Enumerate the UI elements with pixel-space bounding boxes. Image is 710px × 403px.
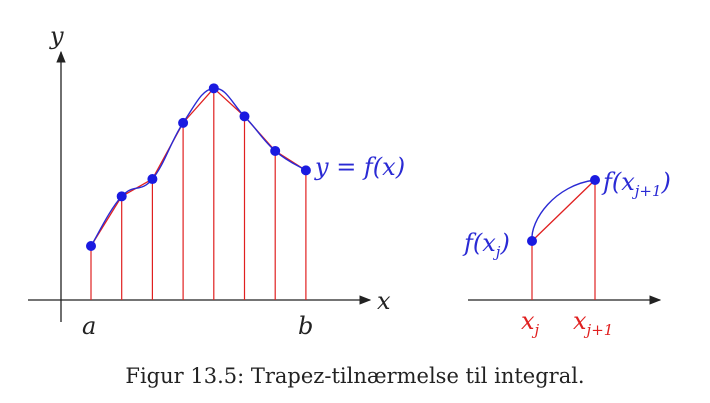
left-node-point (208, 83, 219, 94)
left-node-point (178, 117, 189, 128)
right-plot: f(xj) f(xj+1) xj xj+1 (462, 168, 671, 339)
left-value-label: f(xj) (462, 229, 510, 261)
left-trapezoid-segment (182, 87, 215, 124)
left-trapezoid-segment (213, 87, 245, 117)
x-axis-label: x (377, 287, 391, 315)
right-node-point-right (590, 175, 600, 185)
a-label: a (82, 312, 96, 340)
right-node-label: xj+1 (573, 307, 613, 339)
left-node-label: xj (521, 307, 540, 339)
right-value-label: f(xj+1) (601, 168, 671, 200)
left-function-curve (90, 87, 307, 247)
left-plot: y x a b y = f(x) (28, 22, 405, 340)
left-node-point (270, 145, 281, 156)
left-trapezoid-tops (90, 87, 307, 247)
left-node-point (86, 241, 96, 251)
right-trapezoid-top (531, 179, 596, 242)
y-axis-label: y (49, 22, 64, 50)
left-node-point (239, 111, 250, 122)
left-node-points (86, 83, 311, 251)
figure-caption: Figur 13.5: Trapez-tilnærmelse til integ… (125, 364, 584, 388)
curve-label: y = f(x) (314, 153, 405, 181)
left-node-point (147, 174, 158, 185)
left-node-point (300, 165, 311, 176)
right-function-curve (531, 179, 596, 242)
left-vertical-lines (90, 88, 307, 300)
b-label: b (298, 312, 313, 340)
left-node-point (116, 191, 127, 202)
right-node-point-left (527, 236, 537, 246)
